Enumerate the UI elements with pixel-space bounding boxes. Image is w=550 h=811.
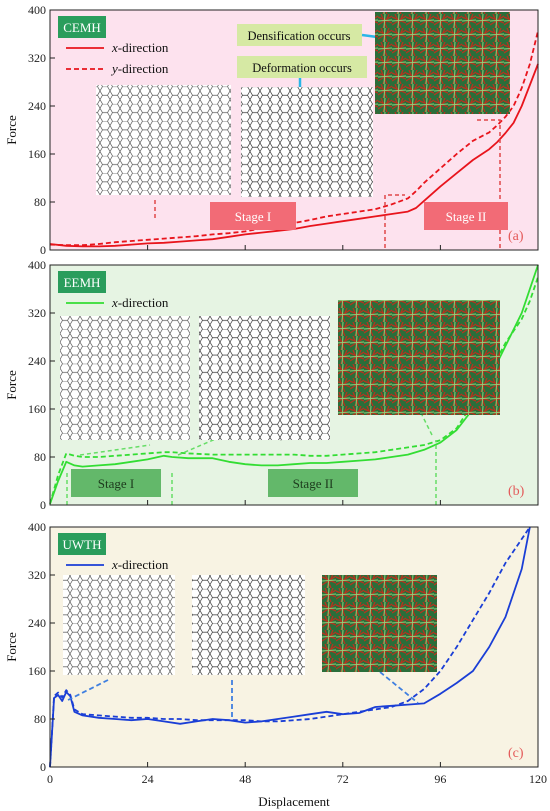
inset-image-3 xyxy=(338,300,500,415)
panel-letter: (a) xyxy=(508,229,524,244)
series-line-x-direction xyxy=(49,63,539,248)
legend-label-y: y-direction xyxy=(110,61,169,76)
y-axis-title: Force xyxy=(4,632,19,662)
stage-box-1 xyxy=(71,469,161,497)
plot-frame xyxy=(49,526,539,768)
y-axis-title: Force xyxy=(4,115,19,145)
y-tick-label: 160 xyxy=(28,402,46,416)
y-tick-label: 0 xyxy=(40,760,46,774)
x-tick-label: 24 xyxy=(142,772,154,786)
x-axis-title: Displacement xyxy=(258,794,330,809)
y-tick-label: 160 xyxy=(28,664,46,678)
y-tick-label: 320 xyxy=(28,306,46,320)
legend-label-x: x-direction xyxy=(111,557,169,572)
x-tick-label: 120 xyxy=(529,772,547,786)
annotation-box-deformation xyxy=(237,56,367,78)
panel-badge xyxy=(58,16,106,38)
series-line-x-direction xyxy=(49,526,531,768)
stage-box-2 xyxy=(268,469,358,497)
y-axis-title: Force xyxy=(4,370,19,400)
panel-letter: (b) xyxy=(508,484,525,499)
x-tick-label: 0 xyxy=(47,772,53,786)
y-tick-label: 160 xyxy=(28,147,46,161)
y-tick-label: 320 xyxy=(28,568,46,582)
inset-image-3 xyxy=(375,12,510,114)
panel-badge-label: UWTH xyxy=(63,537,102,552)
annotation-densification: Densification occurs xyxy=(247,29,350,43)
panel-badge xyxy=(58,271,106,293)
panel-badge-label: EEMH xyxy=(64,275,101,290)
inset-image-2 xyxy=(241,87,373,197)
legend-label-x: x-direction xyxy=(111,40,169,55)
panel-letter: (c) xyxy=(508,746,524,761)
series-line-y-direction xyxy=(49,526,531,768)
inset-image-3 xyxy=(322,575,437,672)
y-tick-label: 400 xyxy=(28,3,46,17)
y-tick-label: 80 xyxy=(34,712,46,726)
inset-image-1 xyxy=(96,85,231,195)
plot-frame xyxy=(49,264,539,506)
x-tick-label: 48 xyxy=(239,772,251,786)
y-tick-label: 400 xyxy=(28,258,46,272)
inset-image-2 xyxy=(199,316,330,440)
stage-box-1 xyxy=(210,202,296,230)
stage-label-1: Stage I xyxy=(235,209,271,224)
y-tick-label: 80 xyxy=(34,195,46,209)
inset-image-1 xyxy=(63,575,175,675)
y-tick-label: 0 xyxy=(40,498,46,512)
x-tick-label: 72 xyxy=(337,772,349,786)
stage-label-1: Stage I xyxy=(98,476,134,491)
stage-label-2: Stage II xyxy=(446,209,487,224)
stage-box-2 xyxy=(424,202,508,230)
panel-badge-label: CEMH xyxy=(63,20,101,35)
y-tick-label: 240 xyxy=(28,99,46,113)
series-line-y-direction xyxy=(49,30,539,247)
stage-label-2: Stage II xyxy=(293,476,334,491)
x-tick-label: 96 xyxy=(434,772,446,786)
inset-pointers xyxy=(67,671,419,718)
y-tick-label: 320 xyxy=(28,51,46,65)
arrow-stage-2 xyxy=(384,194,405,248)
y-tick-label: 80 xyxy=(34,450,46,464)
inset-image-1 xyxy=(60,316,190,440)
inset-image-2 xyxy=(192,575,305,675)
y-tick-label: 0 xyxy=(40,243,46,257)
plot-frame xyxy=(49,9,539,251)
annotation-deformation: Deformation occurs xyxy=(252,61,352,75)
series-line-y-direction xyxy=(49,276,539,505)
series-line-x-direction xyxy=(49,264,539,505)
annotation-box-densification xyxy=(237,24,362,46)
y-tick-label: 240 xyxy=(28,354,46,368)
y-tick-label: 400 xyxy=(28,520,46,534)
y-tick-label: 240 xyxy=(28,616,46,630)
panel-badge xyxy=(58,533,106,555)
legend-label-x: x-direction xyxy=(111,295,169,310)
